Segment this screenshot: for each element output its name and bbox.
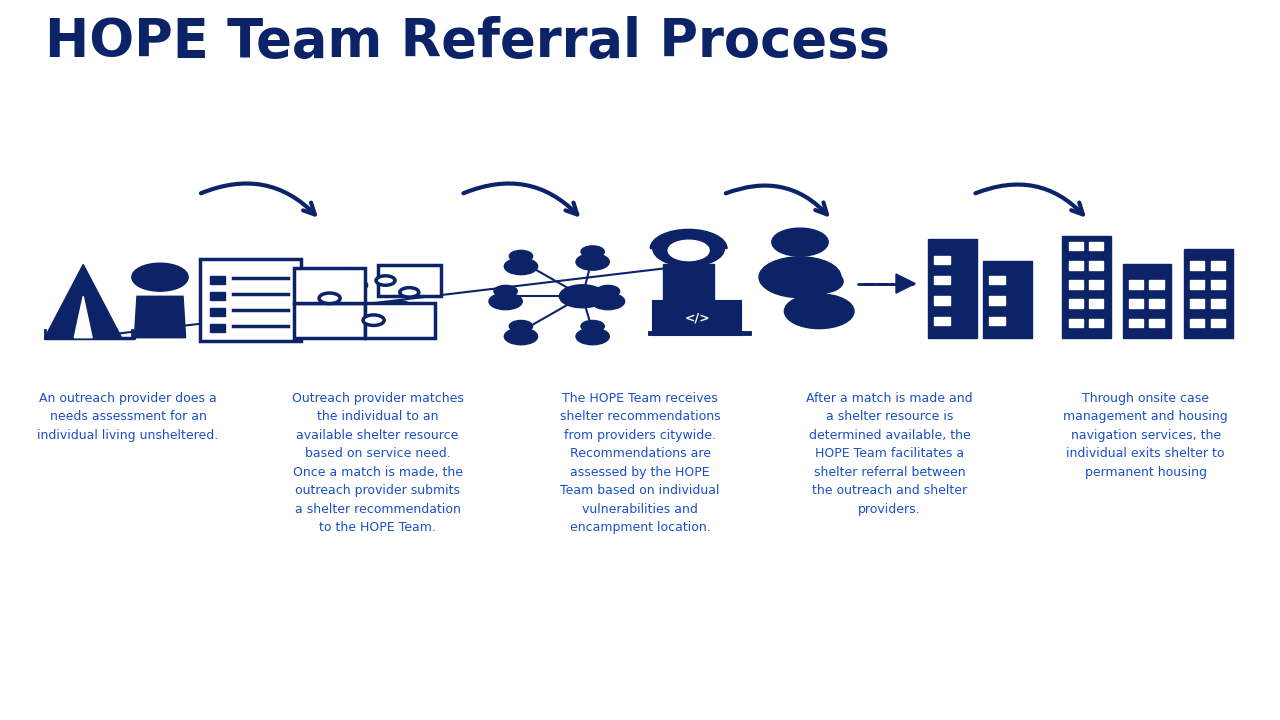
Circle shape [576, 253, 609, 270]
Text: Human Services Department: Human Services Department [38, 670, 308, 688]
FancyBboxPatch shape [1184, 248, 1233, 338]
FancyBboxPatch shape [1089, 318, 1103, 327]
FancyBboxPatch shape [989, 276, 1005, 284]
Text: Outreach provider matches
the individual to an
available shelter resource
based : Outreach provider matches the individual… [292, 392, 463, 534]
FancyBboxPatch shape [1211, 280, 1225, 289]
FancyBboxPatch shape [294, 268, 365, 302]
Text: Through onsite case
management and housing
navigation services, the
individual e: Through onsite case management and housi… [1064, 392, 1228, 479]
Text: The HOPE Team receives
shelter recommendations
from providers citywide.
Recommen: The HOPE Team receives shelter recommend… [559, 392, 721, 534]
Circle shape [509, 251, 532, 262]
FancyBboxPatch shape [1129, 300, 1143, 307]
FancyBboxPatch shape [1129, 318, 1143, 327]
FancyBboxPatch shape [1069, 242, 1083, 251]
FancyBboxPatch shape [1069, 300, 1083, 307]
Circle shape [346, 315, 366, 325]
FancyBboxPatch shape [1089, 300, 1103, 307]
FancyBboxPatch shape [1190, 261, 1204, 269]
Circle shape [581, 246, 604, 258]
FancyBboxPatch shape [934, 317, 950, 325]
FancyBboxPatch shape [1190, 318, 1204, 327]
FancyBboxPatch shape [1149, 280, 1164, 289]
Circle shape [346, 280, 366, 290]
FancyBboxPatch shape [294, 302, 365, 338]
FancyBboxPatch shape [210, 324, 225, 331]
FancyBboxPatch shape [1069, 261, 1083, 269]
FancyBboxPatch shape [1211, 300, 1225, 307]
FancyBboxPatch shape [1211, 261, 1225, 269]
Circle shape [319, 293, 340, 304]
FancyBboxPatch shape [210, 276, 225, 284]
Circle shape [399, 287, 419, 297]
Circle shape [795, 269, 844, 293]
Circle shape [653, 230, 724, 266]
Circle shape [509, 320, 532, 332]
Circle shape [759, 257, 841, 297]
FancyBboxPatch shape [1211, 318, 1225, 327]
FancyBboxPatch shape [210, 292, 225, 300]
FancyBboxPatch shape [1129, 280, 1143, 289]
FancyBboxPatch shape [653, 302, 741, 335]
Circle shape [785, 294, 854, 328]
FancyBboxPatch shape [1123, 264, 1171, 338]
FancyBboxPatch shape [1089, 261, 1103, 269]
Text: </>: </> [685, 312, 710, 325]
Circle shape [489, 293, 522, 310]
Circle shape [591, 293, 625, 310]
Circle shape [772, 228, 828, 256]
FancyBboxPatch shape [934, 297, 950, 305]
Circle shape [319, 302, 340, 312]
Circle shape [581, 320, 604, 332]
Text: An outreach provider does a
needs assessment for an
individual living unsheltere: An outreach provider does a needs assess… [37, 392, 219, 442]
FancyBboxPatch shape [989, 297, 1005, 305]
FancyBboxPatch shape [934, 256, 950, 264]
FancyBboxPatch shape [1069, 280, 1083, 289]
FancyBboxPatch shape [934, 276, 950, 284]
Circle shape [364, 315, 384, 325]
Circle shape [376, 276, 396, 285]
Circle shape [559, 285, 605, 307]
Circle shape [504, 328, 538, 345]
FancyBboxPatch shape [378, 265, 440, 297]
Circle shape [389, 302, 411, 312]
Circle shape [668, 240, 709, 261]
FancyBboxPatch shape [1089, 242, 1103, 251]
Circle shape [494, 285, 517, 297]
Polygon shape [896, 274, 915, 293]
FancyBboxPatch shape [1069, 318, 1083, 327]
FancyBboxPatch shape [1089, 280, 1103, 289]
Polygon shape [74, 297, 92, 338]
Text: HOPE Team Referral Process: HOPE Team Referral Process [45, 16, 890, 68]
Polygon shape [45, 264, 122, 338]
Polygon shape [663, 264, 714, 302]
Circle shape [576, 328, 609, 345]
FancyBboxPatch shape [1190, 280, 1204, 289]
FancyBboxPatch shape [1149, 300, 1164, 307]
Circle shape [596, 285, 620, 297]
FancyBboxPatch shape [983, 261, 1032, 338]
FancyBboxPatch shape [210, 308, 225, 315]
FancyBboxPatch shape [928, 239, 977, 338]
Wedge shape [650, 230, 727, 248]
FancyBboxPatch shape [989, 317, 1005, 325]
Text: After a match is made and
a shelter resource is
determined available, the
HOPE T: After a match is made and a shelter reso… [806, 392, 973, 516]
FancyBboxPatch shape [365, 302, 435, 338]
Circle shape [132, 264, 188, 291]
Polygon shape [134, 297, 186, 338]
Circle shape [504, 258, 538, 274]
Text: City of Seattle: City of Seattle [1051, 667, 1242, 690]
FancyBboxPatch shape [1062, 235, 1111, 338]
FancyBboxPatch shape [200, 258, 301, 341]
FancyBboxPatch shape [1190, 300, 1204, 307]
FancyBboxPatch shape [1149, 318, 1164, 327]
